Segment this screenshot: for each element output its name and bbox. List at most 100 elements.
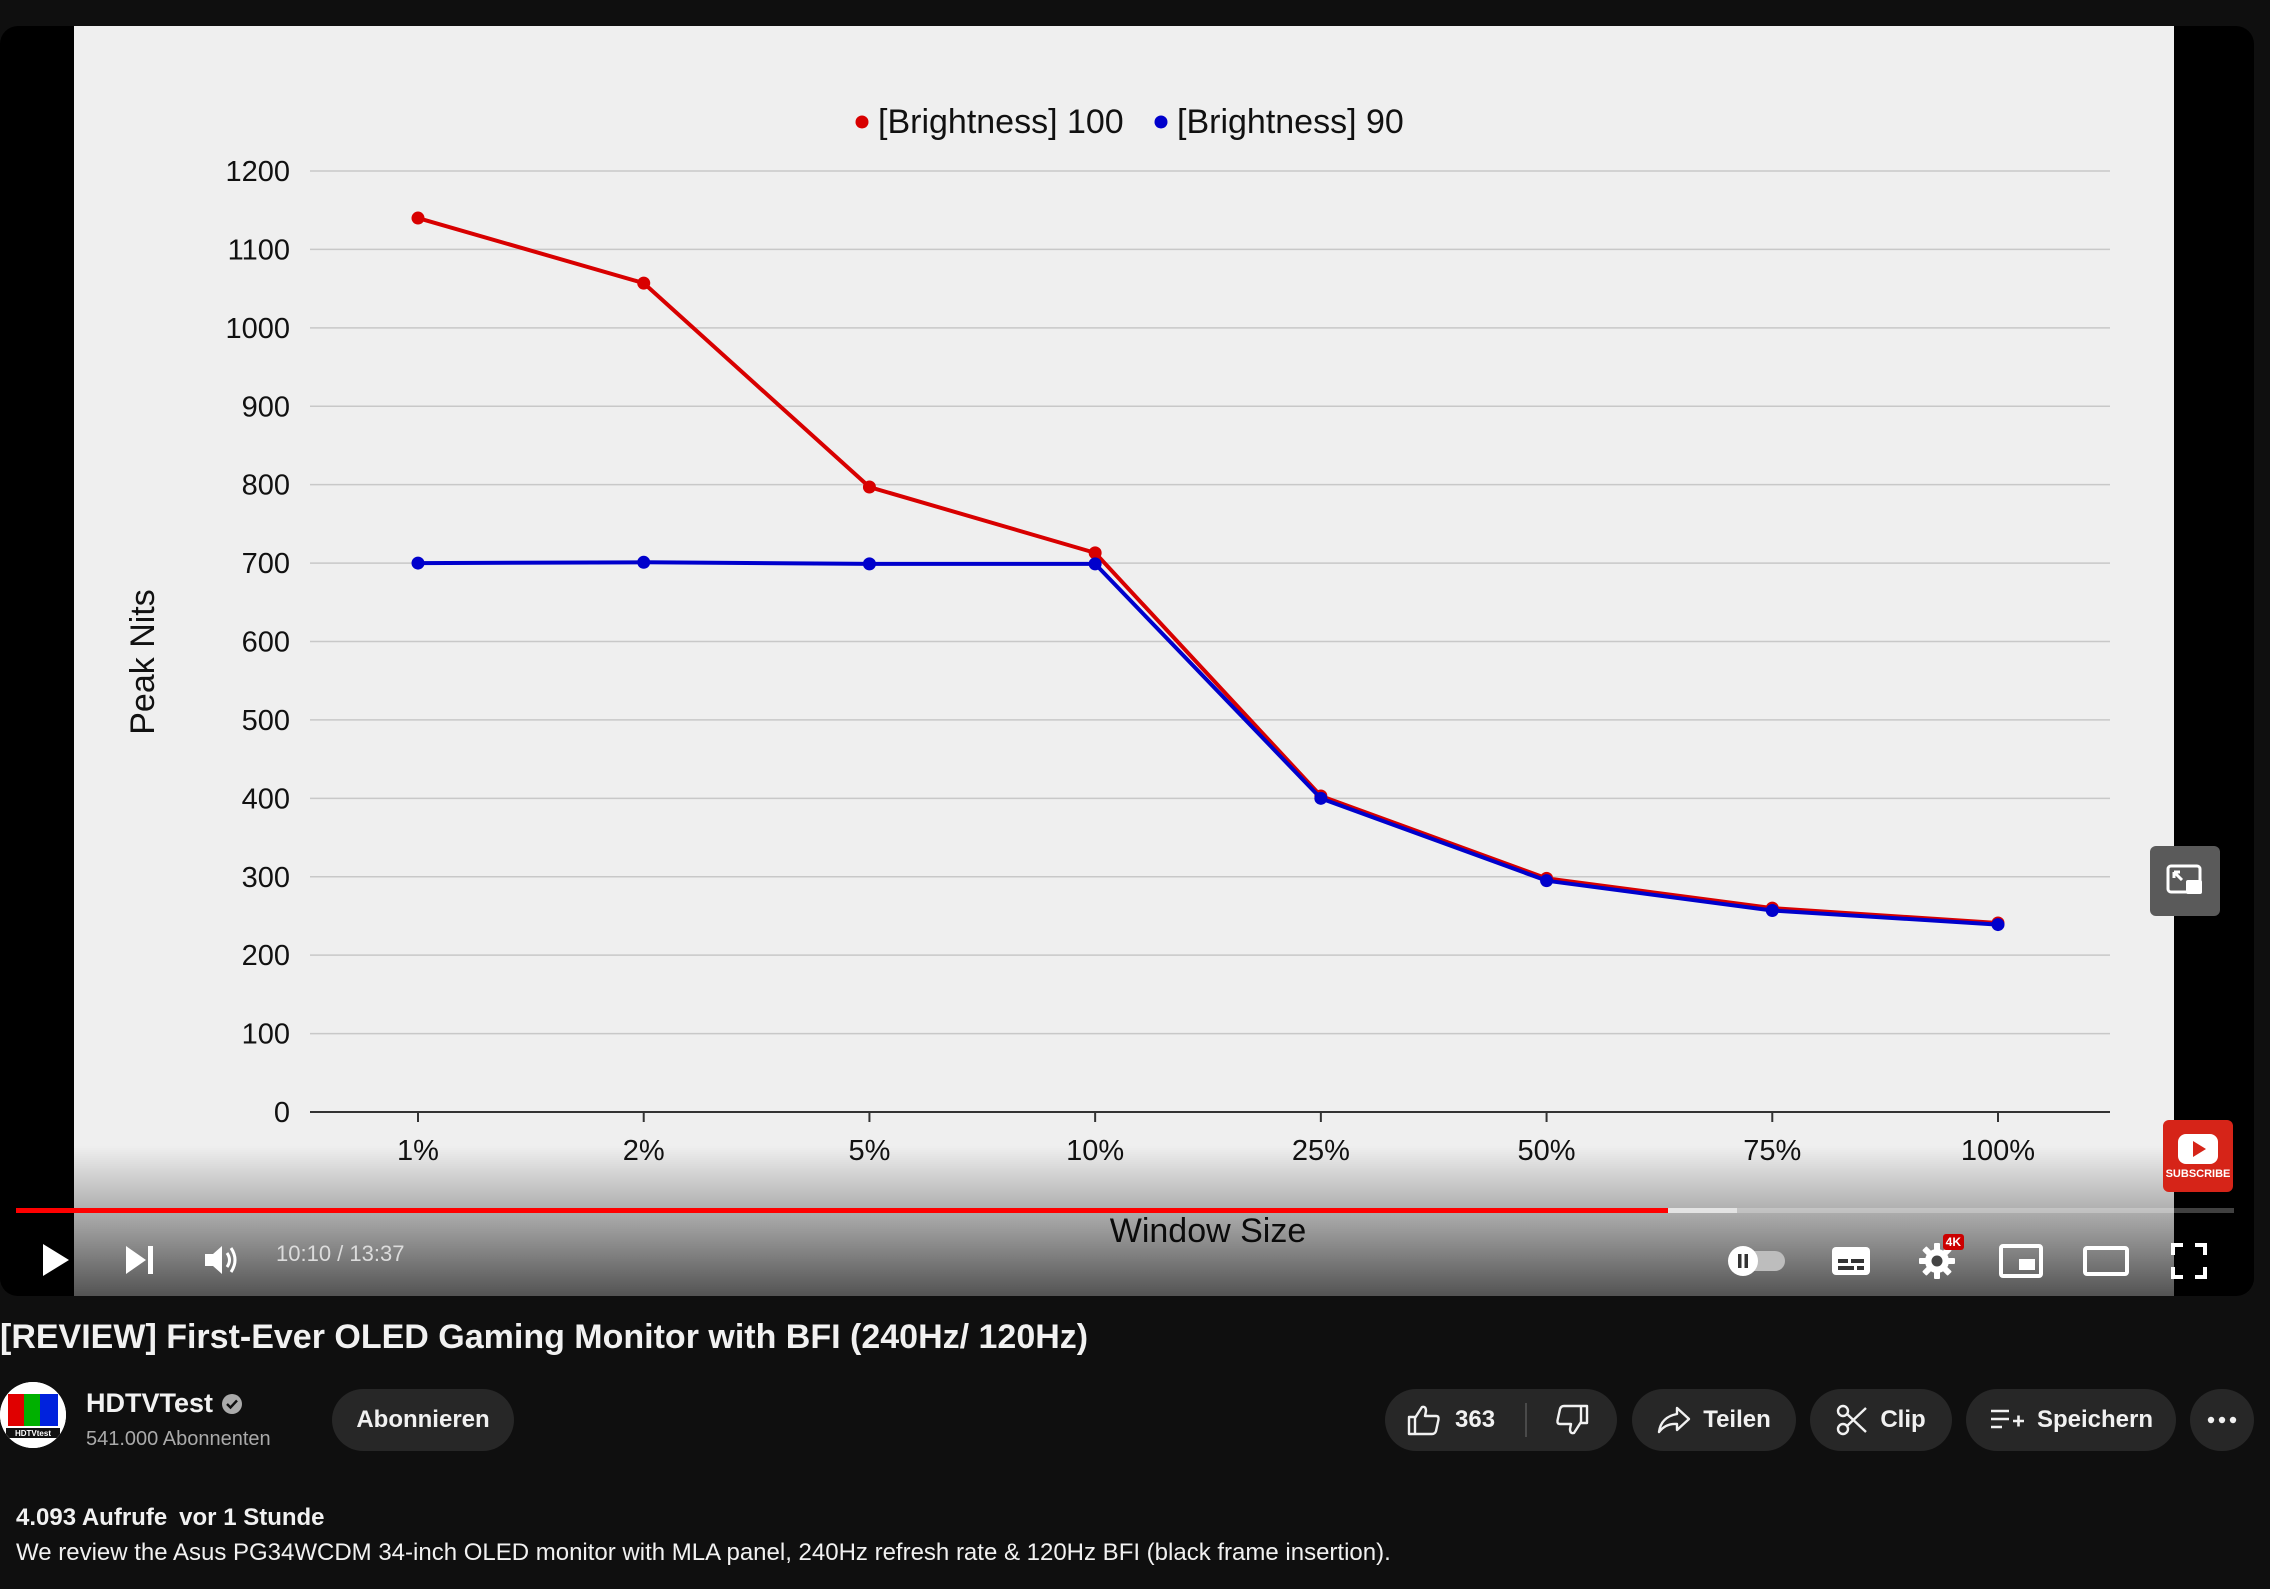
chart-legend-marker [855, 115, 869, 129]
share-button-label: Teilen [1703, 1406, 1771, 1433]
dislike-button[interactable] [1527, 1389, 1617, 1451]
chart-x-tick-label: 5% [848, 1135, 890, 1167]
description-text: We review the Asus PG34WCDM 34-inch OLED… [16, 1539, 1391, 1566]
channel-name[interactable]: HDTVTest [86, 1388, 214, 1418]
chart-y-tick-label: 400 [242, 783, 290, 815]
settings-button[interactable]: 4K [1916, 1234, 1964, 1282]
more-actions-button[interactable] [2190, 1389, 2254, 1451]
chart-point-series-2 [1314, 791, 1328, 805]
chart-point-series-2 [1991, 918, 2005, 932]
subscribe-watermark-label: SUBSCRIBE [2165, 1168, 2231, 1180]
chart-point-series-1 [411, 211, 425, 225]
chart-point-series-2 [637, 555, 651, 569]
chart-point-series-2 [411, 556, 425, 570]
chart-point-series-2 [1540, 874, 1554, 888]
miniplayer-icon [1999, 1244, 2043, 1278]
chart-legend-label: [Brightness] 100 [878, 103, 1124, 141]
subscriber-count: 541.000 Abonnenten [86, 1428, 271, 1450]
progress-played [16, 1208, 1669, 1213]
video-frame[interactable]: 0 100 200 300 400 500 600 700 800 900 1000 1100 1200… [74, 26, 2174, 1296]
more-horizontal-icon [2207, 1416, 2237, 1424]
chart-x-tick-label: 50% [1518, 1135, 1576, 1167]
theater-mode-button[interactable] [2082, 1242, 2130, 1280]
volume-icon [205, 1246, 237, 1274]
subtitles-icon [1832, 1247, 1870, 1275]
like-button[interactable]: 363 [1385, 1389, 1525, 1451]
thumbs-down-icon [1556, 1404, 1589, 1435]
youtube-logo-icon [2178, 1134, 2218, 1164]
chart-x-tick-label: 100% [1961, 1135, 2035, 1167]
chart-point-series-2 [862, 557, 876, 571]
subscribe-button-label: Abonnieren [356, 1406, 490, 1433]
chart-y-tick-label: 200 [242, 940, 290, 972]
channel-name-row[interactable]: HDTVTest [86, 1388, 243, 1419]
verified-check-icon [222, 1393, 243, 1414]
chart-y-tick-label: 900 [242, 391, 290, 423]
chart-y-tick-label: 300 [242, 862, 290, 894]
upload-age: vor 1 Stunde [179, 1504, 325, 1531]
add-to-playlist-icon [1990, 1409, 2024, 1429]
picture-in-picture-icon [2166, 864, 2202, 894]
video-player[interactable]: 0 100 200 300 400 500 600 700 800 900 1000 1100 1200… [0, 26, 2254, 1296]
avatar-logo-text: HDTVtest [15, 1429, 51, 1438]
save-button-label: Speichern [2036, 1406, 2154, 1433]
time-display: 10:10 / 13:37 [276, 1241, 405, 1266]
chart-point-series-1 [862, 480, 876, 494]
autoplay-toggle[interactable] [1726, 1242, 1790, 1280]
play-button[interactable] [36, 1238, 76, 1282]
hdtvtest-logo-icon: HDTVtest [0, 1382, 66, 1448]
peak-nits-chart: 0 100 200 300 400 500 600 700 800 900 1000 1100 1200… [124, 103, 2110, 1250]
chart-x-tick-label: 1% [397, 1135, 439, 1167]
progress-bar[interactable] [16, 1208, 2234, 1213]
theater-mode-icon [2083, 1246, 2129, 1276]
chart-x-tick-label: 25% [1292, 1135, 1350, 1167]
chart-point-series-2 [1765, 903, 1779, 917]
save-button[interactable]: Speichern [1966, 1389, 2176, 1451]
expand-overlay-button[interactable] [2150, 846, 2220, 916]
chart-x-tick-label: 10% [1066, 1135, 1124, 1167]
video-title: [REVIEW] First-Ever OLED Gaming Monitor … [0, 1318, 1089, 1356]
like-dislike-group: 363 [1385, 1389, 1617, 1451]
chart-point-series-2 [1088, 557, 1102, 571]
fullscreen-icon [2171, 1243, 2207, 1279]
view-count: 4.093 Aufrufe [16, 1504, 168, 1531]
play-icon [43, 1244, 69, 1276]
share-arrow-icon [1658, 1406, 1691, 1434]
chart-y-tick-label: 100 [242, 1019, 290, 1051]
autoplay-toggle-icon [1728, 1246, 1785, 1276]
chart-x-tick-label: 2% [623, 1135, 665, 1167]
miniplayer-button[interactable] [1998, 1242, 2044, 1280]
chart-x-tick-label: 75% [1743, 1135, 1801, 1167]
description-box[interactable] [0, 1476, 2254, 1589]
chart-point-series-1 [637, 276, 651, 290]
thumbs-up-icon [1407, 1405, 1440, 1436]
chart-series-line-1 [417, 216, 1999, 926]
clip-button[interactable]: Clip [1810, 1389, 1952, 1451]
chart-y-axis-label: Peak Nits [124, 589, 162, 735]
description-meta: 4.093 Aufrufe vor 1 Stunde [16, 1504, 337, 1532]
next-button[interactable] [120, 1238, 160, 1282]
like-divider [1525, 1403, 1527, 1437]
chart-y-tick-label: 500 [242, 705, 290, 737]
chart-y-tick-label: 1200 [225, 156, 290, 188]
subtitles-button[interactable] [1828, 1242, 1874, 1280]
fullscreen-button[interactable] [2168, 1240, 2210, 1282]
chart-y-tick-label: 800 [242, 470, 290, 502]
chart-y-tick-label: 0 [274, 1097, 290, 1129]
chart-x-axis-label: Window Size [1110, 1212, 1307, 1250]
chart-legend-marker [1154, 115, 1168, 129]
next-icon [126, 1246, 153, 1274]
chart-y-tick-label: 1100 [228, 234, 290, 266]
settings-gear-icon [1919, 1243, 1955, 1279]
volume-button[interactable] [200, 1238, 244, 1282]
clip-button-label: Clip [1880, 1406, 1926, 1433]
subscribe-watermark[interactable]: SUBSCRIBE [2163, 1120, 2233, 1192]
subscribe-button[interactable]: Abonnieren [332, 1389, 514, 1451]
chart-point-series-1 [1088, 546, 1102, 560]
chart-y-tick-label: 600 [242, 627, 290, 659]
quality-badge: 4K [1942, 1234, 1964, 1250]
chart-y-tick-label: 700 [242, 548, 290, 580]
channel-avatar[interactable]: HDTVtest [0, 1382, 66, 1448]
share-button[interactable]: Teilen [1632, 1389, 1796, 1451]
chart-y-tick-label: 1000 [225, 313, 290, 345]
